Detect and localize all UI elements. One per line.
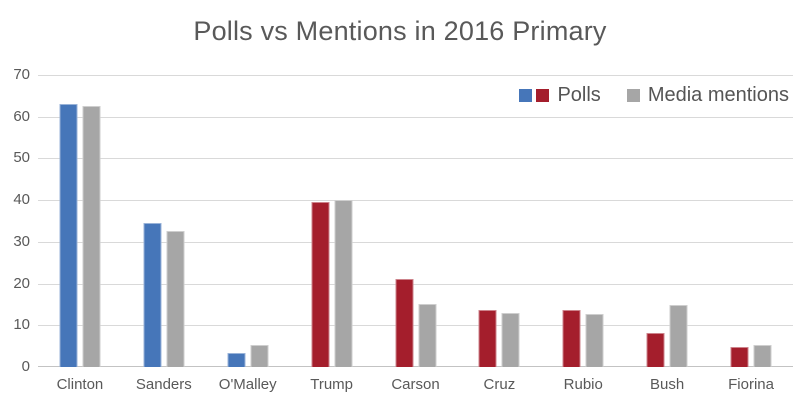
x-label-carson: Carson — [391, 376, 440, 393]
bar-fiorina-media-mentions — [753, 345, 772, 367]
bar-sanders-media-mentions — [166, 231, 185, 367]
polls-swatch-pair — [519, 89, 550, 102]
bar-group-carson — [395, 279, 436, 367]
bar-group-bush — [646, 305, 688, 367]
legend-label-polls: Polls — [557, 84, 601, 106]
gridline-70 — [38, 75, 793, 76]
y-tick-label-10: 10 — [13, 316, 30, 334]
gridline-50 — [38, 158, 793, 160]
legend-item-media-mentions: Media mentions — [626, 84, 789, 107]
bar-group-clinton — [59, 104, 101, 367]
gridline-10 — [38, 325, 793, 327]
plot-area: Polls Media mentions — [38, 75, 793, 367]
bar-cruz-media-mentions — [501, 312, 520, 367]
bar-trump-polls — [311, 202, 330, 367]
x-label-bush: Bush — [650, 376, 685, 393]
x-label-o-malley: O'Malley — [218, 376, 277, 393]
y-tick-label-70: 70 — [13, 66, 30, 83]
y-tick-label-60: 60 — [13, 107, 30, 125]
x-label-clinton: Clinton — [56, 376, 104, 393]
bar-o-malley-polls — [227, 353, 246, 367]
bar-clinton-polls — [59, 104, 78, 367]
bar-clinton-media-mentions — [82, 106, 101, 367]
x-label-sanders: Sanders — [135, 376, 192, 393]
bar-o-malley-media-mentions — [250, 345, 269, 367]
legend-item-polls: Polls — [519, 84, 601, 107]
bar-bush-polls — [646, 332, 665, 367]
bar-rubio-media-mentions — [585, 313, 604, 367]
polls-democrat-swatch — [519, 89, 533, 102]
gridline-40 — [38, 200, 793, 202]
x-label-fiorina: Fiorina — [728, 376, 774, 393]
bar-rubio-polls — [562, 310, 581, 367]
bar-carson-polls — [395, 279, 413, 367]
y-tick-label-50: 50 — [13, 149, 30, 167]
bar-fiorina-polls — [730, 346, 749, 367]
media-mentions-swatch — [626, 89, 640, 102]
y-tick-label-20: 20 — [13, 274, 30, 292]
bar-group-cruz — [478, 310, 520, 367]
y-tick-label-30: 30 — [13, 232, 30, 250]
x-label-cruz: Cruz — [483, 376, 516, 393]
bar-sanders-polls — [143, 223, 162, 367]
bar-group-o-malley — [227, 345, 269, 367]
bar-group-fiorina — [730, 345, 772, 367]
bar-carson-media-mentions — [418, 303, 436, 367]
y-tick-label-40: 40 — [13, 191, 30, 209]
bar-cruz-polls — [478, 310, 497, 367]
gridline-30 — [38, 241, 793, 243]
gridline-20 — [38, 283, 793, 285]
x-axis-line — [38, 366, 793, 367]
legend: Polls Media mentions — [519, 84, 789, 107]
bar-bush-media-mentions — [669, 305, 688, 367]
legend-label-media-mentions: Media mentions — [647, 84, 789, 106]
gridline-60 — [38, 116, 793, 118]
chart-title: Polls vs Mentions in 2016 Primary — [193, 16, 607, 46]
bar-group-trump — [311, 200, 353, 367]
bar-trump-media-mentions — [334, 200, 353, 367]
polls-republican-swatch — [536, 89, 550, 102]
bar-group-rubio — [562, 310, 604, 367]
x-label-trump: Trump — [310, 376, 353, 393]
y-tick-label-0: 0 — [21, 358, 30, 375]
x-label-rubio: Rubio — [563, 376, 603, 393]
bar-group-sanders — [143, 223, 185, 367]
